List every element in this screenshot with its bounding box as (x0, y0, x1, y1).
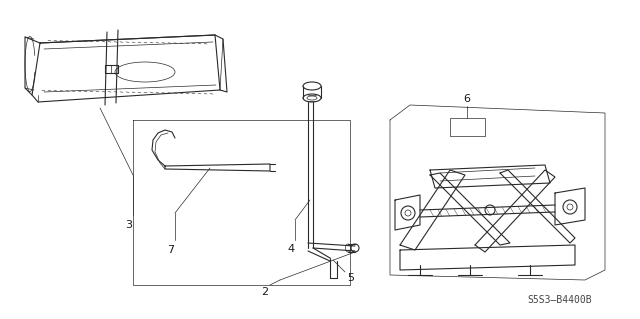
Text: 4: 4 (287, 244, 294, 254)
Text: 6: 6 (463, 94, 470, 104)
Text: 3: 3 (125, 220, 132, 230)
Bar (450, 118, 485, 136)
Text: 2: 2 (261, 287, 269, 297)
Text: 7: 7 (168, 245, 175, 255)
Text: 5: 5 (347, 273, 354, 283)
Text: S5S3–B4400B: S5S3–B4400B (528, 295, 592, 305)
